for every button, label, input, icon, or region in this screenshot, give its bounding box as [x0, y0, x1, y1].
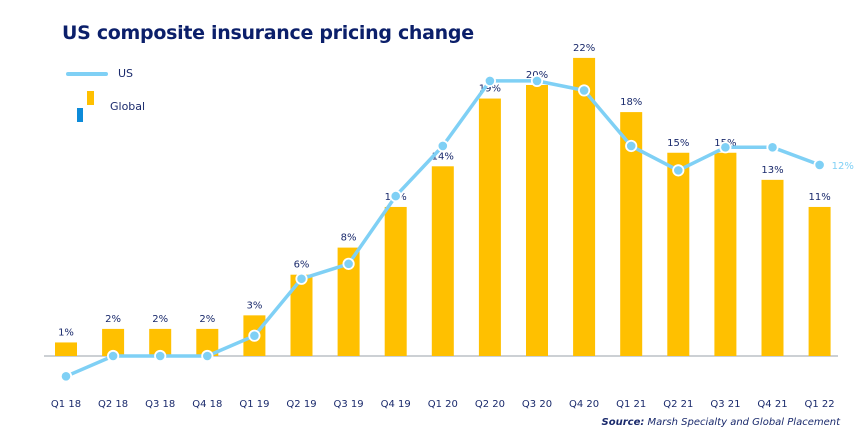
- bar-label-9: 19%: [479, 84, 501, 95]
- x-tick-label-5: Q2 19: [286, 399, 316, 410]
- bar-label-13: 15%: [667, 138, 689, 149]
- us-point-6: [342, 257, 355, 270]
- bar-global-16: [808, 206, 831, 356]
- x-tick-label-14: Q3 21: [710, 399, 740, 410]
- x-tick-label-15: Q4 21: [757, 399, 787, 410]
- bar-global-0: [55, 342, 77, 356]
- legend-global-swatch-2: [77, 108, 83, 122]
- bar-label-1: 2%: [105, 314, 121, 325]
- us-point-13: [672, 164, 685, 177]
- bar-label-2: 2%: [152, 314, 168, 325]
- us-point-15: [766, 141, 779, 154]
- bar-label-11: 22%: [573, 43, 595, 54]
- legend: US Global: [66, 64, 186, 134]
- bar-global-5: [290, 274, 313, 356]
- bar-global-3: [196, 328, 219, 356]
- us-point-14: [719, 141, 732, 154]
- us-end-label: 12%: [832, 161, 854, 172]
- bar-global-14: [714, 152, 737, 356]
- source-note: Source: Marsh Specialty and Global Place…: [602, 417, 840, 428]
- bar-global-7: [384, 206, 407, 356]
- bar-label-15: 13%: [761, 165, 783, 176]
- bar-label-4: 3%: [246, 300, 262, 311]
- us-point-7: [389, 190, 402, 203]
- bar-global-8: [431, 166, 454, 356]
- bar-global-2: [149, 328, 172, 356]
- bar-global-1: [102, 328, 125, 356]
- us-point-3: [201, 349, 214, 363]
- bar-global-13: [667, 152, 690, 356]
- x-tick-label-4: Q1 19: [239, 399, 269, 410]
- bar-global-9: [478, 98, 501, 357]
- us-point-1: [107, 349, 120, 363]
- us-point-5: [295, 272, 308, 285]
- bar-global-11: [573, 57, 596, 357]
- legend-us-swatch: [66, 72, 108, 76]
- x-tick-label-16: Q1 22: [805, 399, 835, 410]
- us-point-16: [813, 158, 826, 172]
- bar-global-12: [620, 112, 643, 356]
- x-tick-label-9: Q2 20: [475, 399, 505, 410]
- us-point-2: [154, 349, 167, 363]
- x-tick-label-13: Q2 21: [663, 399, 693, 410]
- x-tick-label-10: Q3 20: [522, 399, 552, 410]
- x-tick-label-7: Q4 19: [381, 399, 411, 410]
- x-tick-label-2: Q3 18: [145, 399, 175, 410]
- chart-title: US composite insurance pricing change: [62, 22, 474, 44]
- legend-global-swatch: [87, 91, 94, 105]
- us-point-8: [436, 139, 449, 153]
- source-text: Marsh Specialty and Global Placement: [647, 417, 840, 428]
- bar-label-16: 11%: [808, 192, 830, 203]
- x-tick-label-0: Q1 18: [51, 399, 81, 410]
- x-tick-label-3: Q4 18: [192, 399, 222, 410]
- x-tick-label-11: Q4 20: [569, 399, 599, 410]
- us-point-9: [483, 74, 496, 88]
- bar-label-3: 2%: [199, 314, 215, 325]
- bar-label-12: 18%: [620, 97, 642, 108]
- us-point-10: [530, 74, 544, 88]
- legend-us-label: US: [118, 67, 134, 80]
- us-point-12: [625, 139, 638, 153]
- bar-label-8: 14%: [432, 151, 454, 162]
- x-tick-label-6: Q3 19: [334, 399, 364, 410]
- bar-label-5: 6%: [294, 260, 310, 271]
- bar-global-15: [761, 179, 784, 356]
- bar-label-6: 8%: [341, 233, 357, 244]
- us-point-11: [577, 84, 591, 97]
- source-label: Source:: [601, 417, 645, 428]
- us-point-4: [248, 329, 261, 342]
- x-tick-label-8: Q1 20: [428, 399, 458, 410]
- x-tick-label-12: Q1 21: [616, 399, 646, 410]
- legend-global-label: Global: [110, 100, 146, 113]
- bar-label-0: 1%: [58, 327, 74, 338]
- bar-global-6: [337, 247, 360, 356]
- x-tick-label-1: Q2 18: [98, 399, 128, 410]
- bar-global-10: [526, 85, 548, 356]
- us-point-0: [59, 370, 73, 383]
